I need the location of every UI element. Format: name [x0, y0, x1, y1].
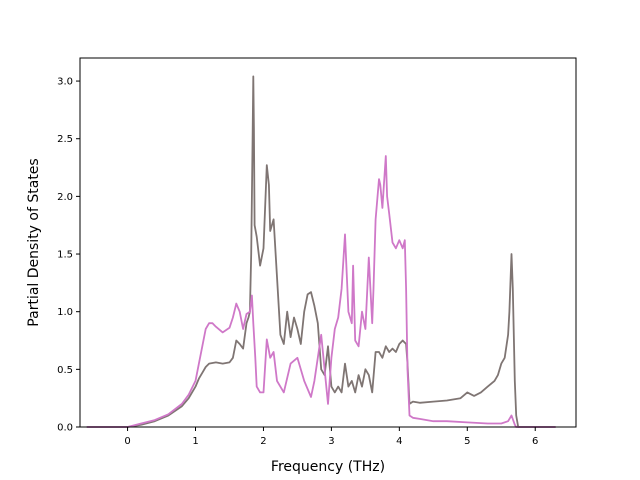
y-axis-ticks: 0.0 0.5 1.0 1.5 2.0 2.5 3.0: [57, 77, 80, 434]
x-tick-label: 5: [464, 436, 470, 447]
x-tick-label: 4: [396, 436, 402, 447]
y-tick-label: 1.0: [57, 307, 73, 318]
plot-frame: [79, 57, 577, 428]
series-line-2: [86, 155, 556, 428]
x-tick-label: 2: [260, 436, 266, 447]
x-tick-label: 1: [192, 436, 198, 447]
y-tick-label: 2.0: [57, 192, 73, 203]
x-tick-label: 0: [124, 436, 130, 447]
x-tick-label: 6: [532, 436, 538, 447]
x-axis-label: Frequency (THz): [271, 459, 385, 475]
y-tick-label: 0.0: [57, 423, 73, 434]
y-tick-label: 2.5: [57, 134, 73, 145]
plot-background: [80, 58, 576, 427]
x-axis-ticks: 0 1 2 3 4 5 6: [124, 427, 538, 447]
y-tick-label: 0.5: [57, 365, 73, 376]
y-tick-label: 1.5: [57, 250, 73, 261]
x-tick-label: 3: [328, 436, 334, 447]
y-tick-label: 3.0: [57, 77, 73, 88]
series-layer: [86, 75, 556, 428]
y-axis-label: Partial Density of States: [26, 158, 42, 326]
